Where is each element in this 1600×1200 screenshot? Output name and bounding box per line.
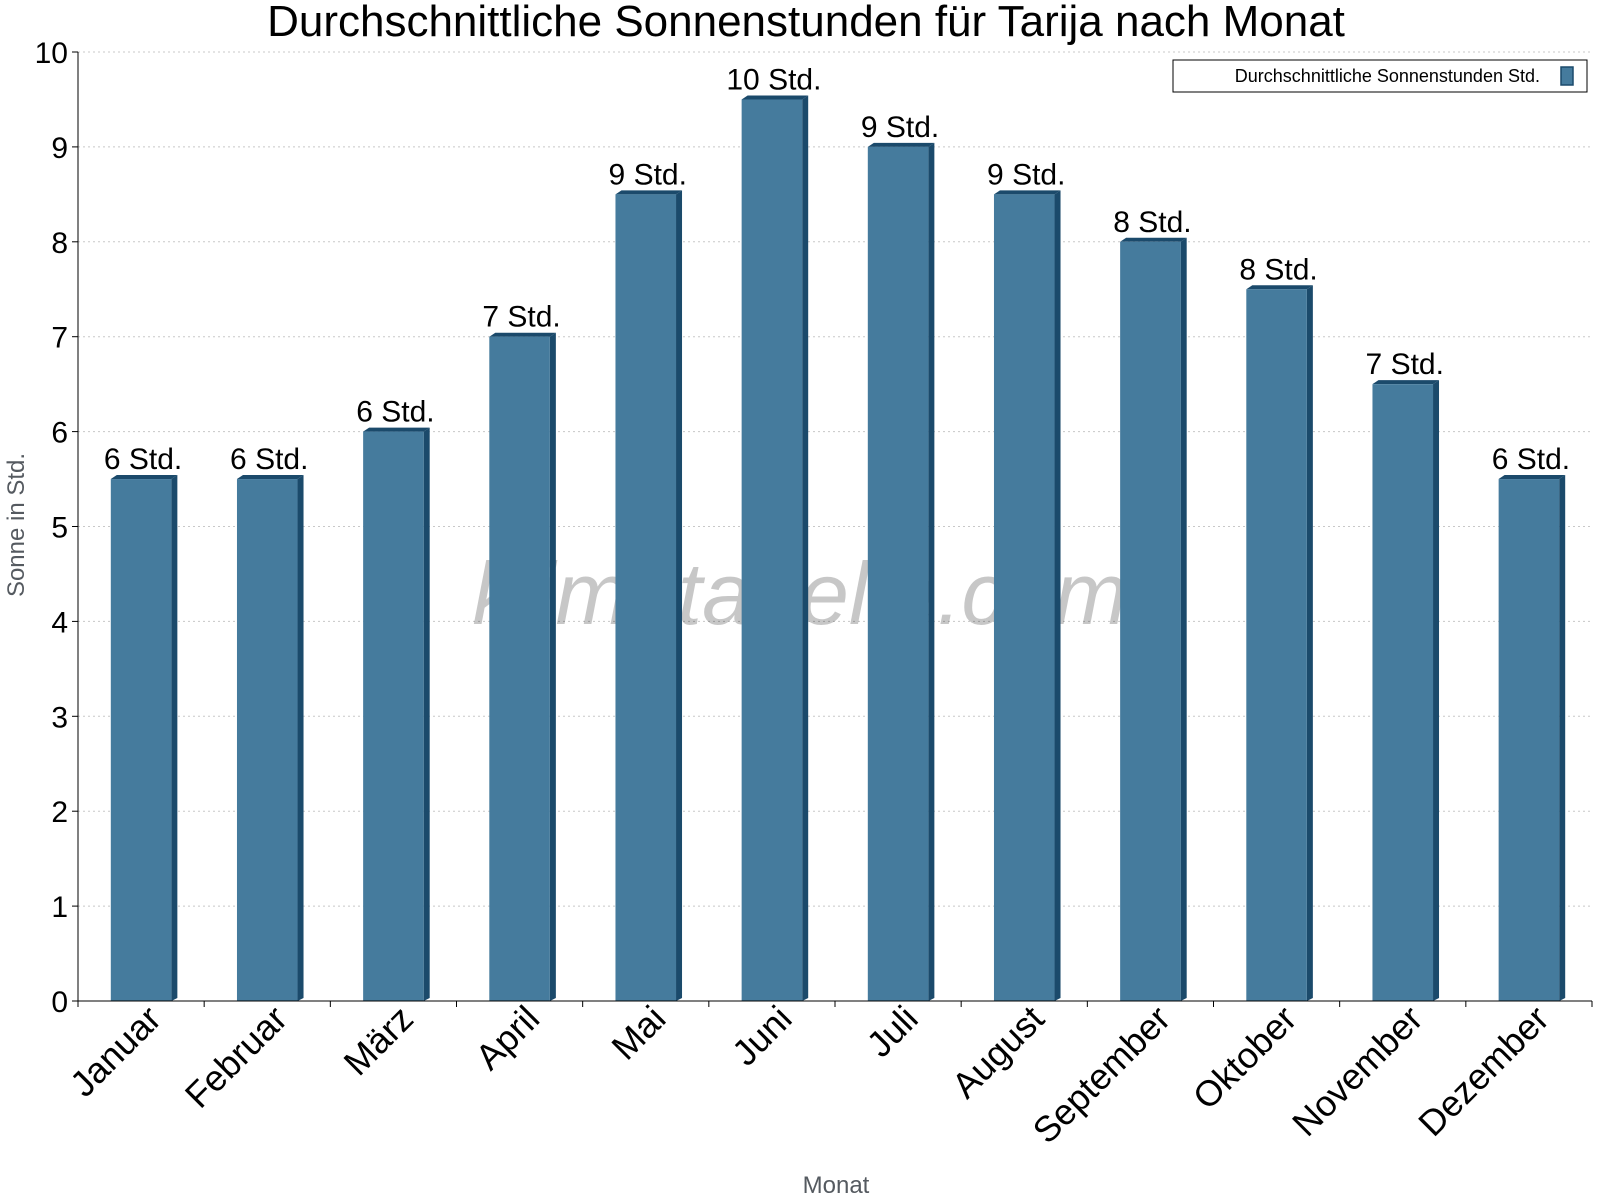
bar-side bbox=[1054, 190, 1061, 1002]
data-label: 8 Std. bbox=[1113, 206, 1191, 239]
y-tick-label: 3 bbox=[51, 701, 68, 734]
data-label: 7 Std. bbox=[482, 301, 560, 334]
data-label: 8 Std. bbox=[1239, 253, 1317, 286]
data-label: 6 Std. bbox=[104, 443, 182, 476]
bar-top bbox=[615, 190, 683, 195]
bar-oktober bbox=[1246, 285, 1313, 1001]
bar-top bbox=[1498, 475, 1566, 480]
data-label: 6 Std. bbox=[356, 396, 434, 429]
bar-side bbox=[928, 142, 935, 1001]
bar-front bbox=[110, 479, 172, 1001]
x-tick-label: Januar bbox=[62, 998, 169, 1105]
gridlines bbox=[78, 51, 1592, 907]
bars bbox=[110, 95, 1566, 1002]
x-tick-label: April bbox=[467, 998, 547, 1078]
bar-februar bbox=[236, 475, 304, 1001]
y-tick-label: 9 bbox=[51, 132, 68, 165]
bar-side bbox=[1306, 285, 1313, 1001]
legend-label: Durchschnittliche Sonnenstunden Std. bbox=[1235, 66, 1540, 86]
legend-swatch bbox=[1560, 66, 1574, 86]
x-tick-label: August bbox=[944, 998, 1052, 1106]
bar-side bbox=[1559, 475, 1566, 1001]
chart-title: Durchschnittliche Sonnenstunden für Tari… bbox=[267, 0, 1345, 46]
x-tick-label: März bbox=[336, 998, 422, 1084]
data-label: 9 Std. bbox=[987, 158, 1065, 191]
data-label: 7 Std. bbox=[1366, 348, 1444, 381]
y-axis-title: Sonne in Std. bbox=[3, 453, 30, 597]
x-tick-label: September bbox=[1025, 998, 1179, 1152]
y-tick-label: 5 bbox=[51, 512, 68, 545]
bar-top bbox=[741, 95, 809, 100]
bar-side bbox=[676, 190, 683, 1002]
bar-side bbox=[549, 332, 556, 1001]
y-tick-label: 2 bbox=[51, 796, 68, 829]
bar-front bbox=[615, 194, 677, 1002]
bar-top bbox=[110, 475, 178, 480]
y-tick-labels: 0 1 2 3 4 5 6 7 8 9 10 bbox=[35, 37, 68, 1019]
x-tick-label: November bbox=[1284, 998, 1430, 1144]
y-tick-label: 8 bbox=[51, 227, 68, 260]
x-axis-title: Monat bbox=[803, 1172, 870, 1199]
x-tick-label: Dezember bbox=[1410, 998, 1556, 1144]
bar-side bbox=[171, 475, 178, 1001]
bar-top bbox=[363, 427, 430, 432]
bar-side bbox=[1180, 237, 1187, 1002]
legend-box bbox=[1172, 59, 1588, 93]
y-tick-label: 10 bbox=[35, 37, 68, 70]
x-tick-label: Oktober bbox=[1185, 998, 1305, 1118]
bar-august bbox=[993, 190, 1061, 1002]
bar-juni bbox=[741, 95, 809, 1001]
y-tick-label: 4 bbox=[51, 606, 68, 639]
bar-front bbox=[741, 99, 803, 1001]
x-tick-label: Februar bbox=[177, 998, 295, 1116]
y-tick-label: 7 bbox=[51, 322, 68, 355]
bar-side bbox=[297, 475, 304, 1001]
bar-april bbox=[489, 332, 556, 1001]
bar-side bbox=[423, 427, 430, 1002]
bar-november bbox=[1372, 380, 1440, 1001]
bar-front bbox=[993, 194, 1055, 1002]
bar-märz bbox=[363, 427, 430, 1002]
bar-front bbox=[236, 479, 298, 1001]
x-tick-label: Juli bbox=[859, 998, 926, 1065]
x-tick-labels: Januar Februar März April Mai Juni Juli AugustS… bbox=[62, 998, 1557, 1152]
bar-dezember bbox=[1498, 475, 1566, 1001]
bar-front bbox=[363, 431, 424, 1002]
bar-januar bbox=[110, 475, 178, 1001]
data-label: 9 Std. bbox=[861, 111, 939, 144]
x-tick-label: Mai bbox=[603, 998, 673, 1068]
bar-side bbox=[1433, 380, 1440, 1001]
legend: Durchschnittliche Sonnenstunden Std. bbox=[1172, 59, 1588, 93]
bar-top bbox=[867, 142, 935, 147]
bar-top bbox=[489, 332, 556, 337]
x-tick-label: Juni bbox=[724, 998, 800, 1074]
data-label: 9 Std. bbox=[609, 158, 687, 191]
bar-juli bbox=[867, 142, 935, 1001]
y-tick-label: 1 bbox=[51, 891, 68, 924]
bar-top bbox=[1120, 237, 1187, 242]
data-label: 6 Std. bbox=[230, 443, 308, 476]
data-label: 6 Std. bbox=[1492, 443, 1570, 476]
bar-front bbox=[1498, 479, 1560, 1001]
data-label: 10 Std. bbox=[726, 63, 821, 96]
bar-mai bbox=[615, 190, 683, 1002]
bar-top bbox=[1246, 285, 1313, 290]
bar-side bbox=[802, 95, 809, 1001]
bar-front bbox=[489, 336, 550, 1001]
bar-front bbox=[1120, 241, 1181, 1002]
axes bbox=[72, 51, 1593, 1007]
data-labels: 6 Std. 6 Std. 6 Std. 7 Std. 9 Std. 10 Std. 9 S… bbox=[104, 63, 1570, 476]
y-tick-label: 6 bbox=[51, 417, 68, 450]
bar-top bbox=[1372, 380, 1440, 385]
bar-front bbox=[867, 146, 929, 1001]
bar-september bbox=[1120, 237, 1187, 1002]
bar-front bbox=[1246, 289, 1307, 1001]
bar-top bbox=[993, 190, 1061, 195]
y-tick-label: 0 bbox=[51, 986, 68, 1019]
bar-front bbox=[1372, 384, 1434, 1001]
bar-top bbox=[236, 475, 304, 480]
